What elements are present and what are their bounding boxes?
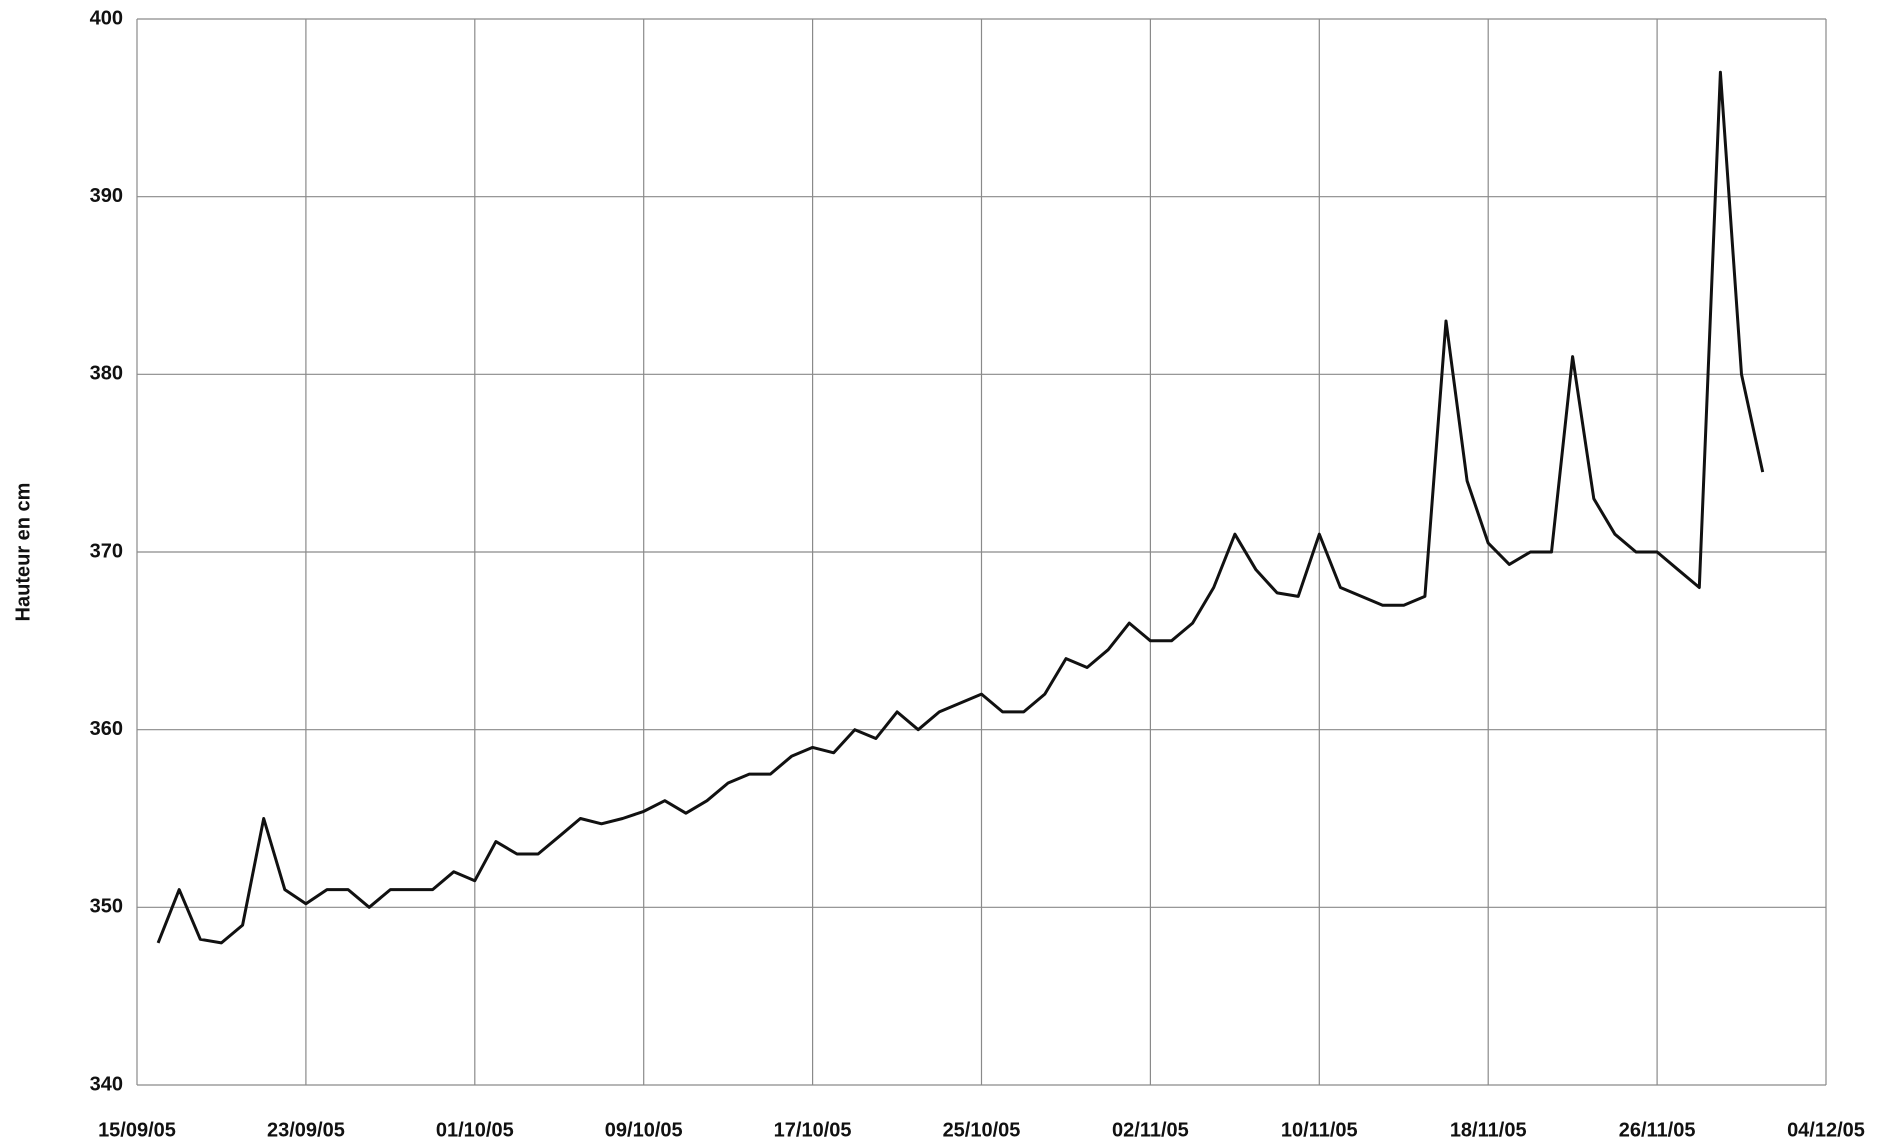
x-tick-label: 23/09/05 [267, 1119, 345, 1141]
y-tick-label: 390 [90, 185, 123, 207]
x-tick-label: 25/10/05 [943, 1119, 1021, 1141]
x-tick-label: 10/11/05 [1281, 1119, 1358, 1141]
data-line [156, 70, 1765, 945]
y-tick-label: 340 [90, 1073, 123, 1095]
x-tick-label: 02/11/05 [1112, 1119, 1189, 1141]
y-axis-label: Hauteur en cm [12, 483, 34, 622]
y-tick-label: 350 [90, 896, 123, 918]
x-tick-label: 18/11/05 [1450, 1119, 1527, 1141]
y-tick-label: 380 [90, 363, 123, 385]
x-tick-label: 04/12/05 [1787, 1119, 1865, 1141]
y-tick-label: 370 [90, 540, 123, 562]
y-tick-label: 360 [90, 718, 123, 740]
x-tick-label: 15/09/05 [98, 1119, 176, 1141]
y-tick-label: 400 [90, 7, 123, 29]
x-tick-label: 26/11/05 [1619, 1119, 1696, 1141]
x-tick-label: 09/10/05 [605, 1119, 683, 1141]
x-tick-label: 01/10/05 [436, 1119, 514, 1141]
x-tick-label: 17/10/05 [774, 1119, 852, 1141]
